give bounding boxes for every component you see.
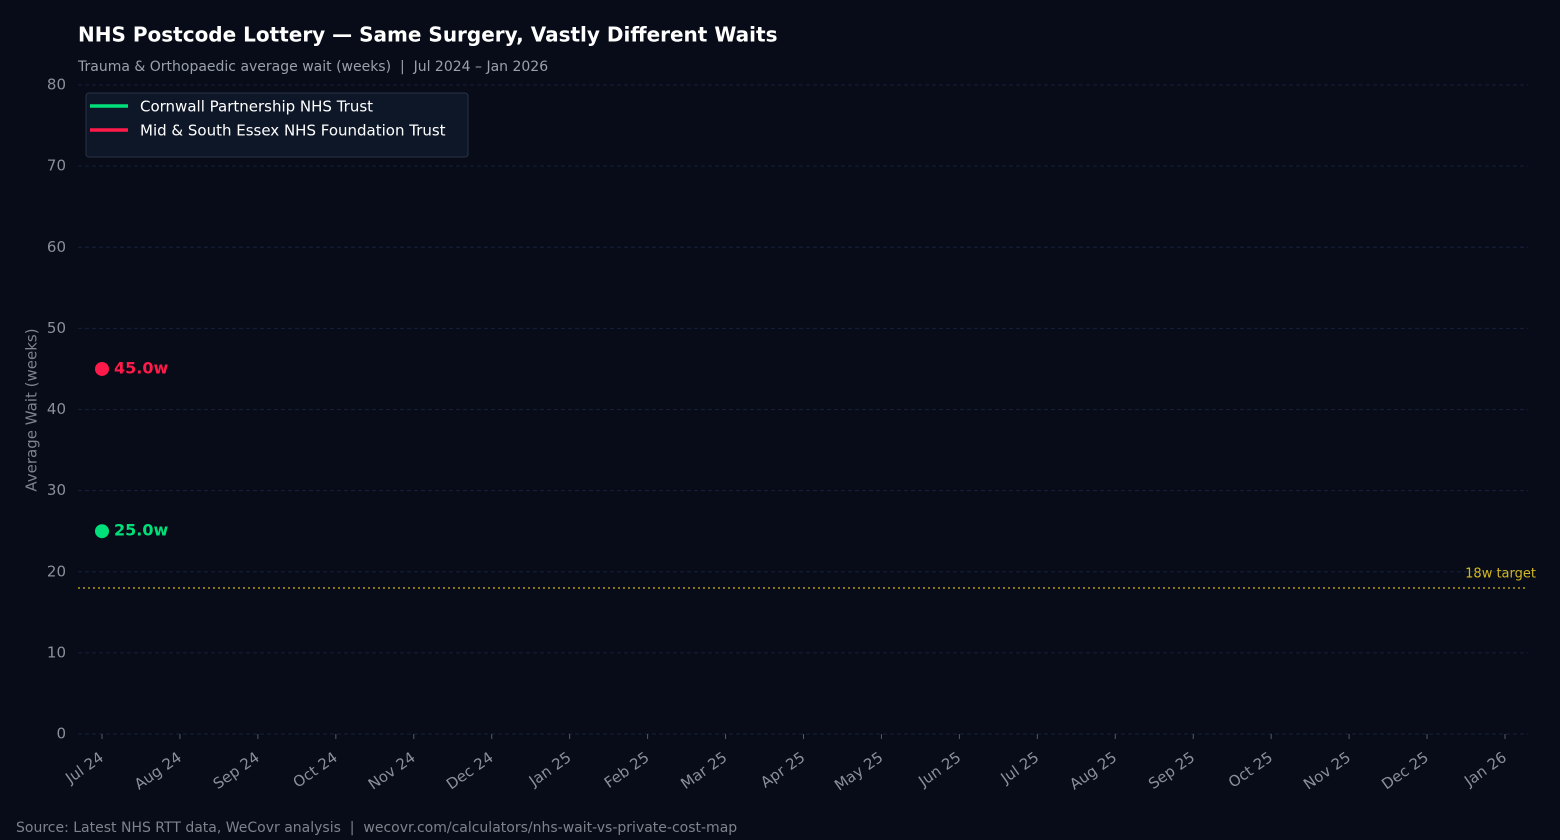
- chart-title: NHS Postcode Lottery — Same Surgery, Vas…: [78, 23, 777, 47]
- y-tick-label: 30: [47, 481, 66, 499]
- y-tick-label: 70: [47, 157, 66, 175]
- y-tick-label: 80: [47, 76, 66, 94]
- source-note: Source: Latest NHS RTT data, WeCovr anal…: [16, 820, 737, 836]
- data-point: [95, 361, 109, 376]
- y-tick-label: 40: [47, 400, 66, 418]
- y-tick-label: 20: [47, 562, 66, 580]
- y-tick-label: 60: [47, 238, 66, 256]
- legend-label: Mid & South Essex NHS Foundation Trust: [140, 122, 446, 140]
- target-label: 18w target: [1465, 566, 1536, 581]
- y-tick-label: 50: [47, 319, 66, 337]
- data-label: 25.0w: [114, 521, 168, 540]
- y-tick-label: 10: [47, 643, 66, 661]
- y-tick-label: 0: [56, 725, 66, 743]
- data-label: 45.0w: [114, 358, 168, 377]
- data-point: [95, 524, 109, 539]
- chart-subtitle: Trauma & Orthopaedic average wait (weeks…: [77, 59, 548, 75]
- legend-label: Cornwall Partnership NHS Trust: [140, 98, 373, 116]
- legend-box: [85, 92, 469, 158]
- y-axis-label: Average Wait (weeks): [23, 328, 41, 491]
